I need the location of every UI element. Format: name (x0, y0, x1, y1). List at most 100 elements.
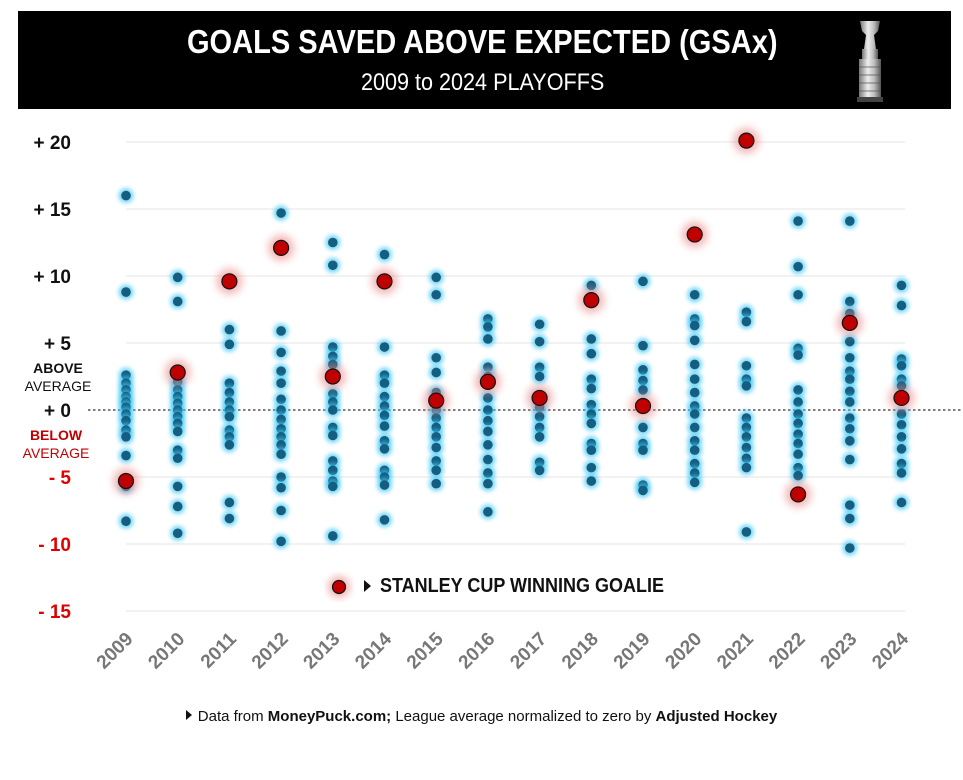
goalie-point (377, 512, 392, 528)
goalie-point (635, 362, 651, 378)
winner-point (216, 268, 243, 295)
x-tick-label: 2017 (506, 629, 551, 674)
winner-point (836, 309, 863, 336)
goalie-point (842, 383, 858, 399)
goalie-point (273, 469, 289, 485)
legend-label: STANLEY CUP WINNING GOALIE (380, 575, 665, 597)
goalie-point (583, 381, 599, 397)
goalie-point (583, 442, 599, 458)
goalie-point (428, 364, 444, 380)
goalie-point (687, 442, 703, 458)
legend-marker-icon (328, 576, 350, 598)
goalie-point (273, 205, 289, 221)
goalie-point (428, 440, 444, 456)
winner-point (630, 392, 656, 419)
goalie-point (894, 277, 909, 293)
below-label-line2: AVERAGE (22, 445, 90, 461)
goalie-point (377, 477, 392, 493)
goalie-point (842, 540, 858, 556)
x-tick-label: 2020 (661, 629, 706, 674)
x-tick-label: 2018 (558, 629, 603, 674)
goalie-point (480, 437, 496, 453)
goalie-point (273, 344, 289, 360)
goalie-point (687, 406, 703, 422)
goalie-point (790, 347, 806, 363)
goalie-point (325, 528, 341, 544)
goalie-point (790, 446, 806, 462)
goalie-point (583, 415, 599, 431)
goalie-point (170, 423, 186, 439)
goalie-point (687, 318, 703, 334)
goalie-point (221, 494, 237, 510)
y-tick-label: - 15 (38, 602, 71, 623)
goalie-point (428, 476, 444, 492)
y-tick-label: - 5 (49, 468, 72, 489)
goalie-point (842, 410, 858, 426)
goalie-point (377, 407, 392, 423)
y-tick-label: + 15 (33, 200, 71, 221)
goalie-point (170, 525, 186, 541)
goalie-point (118, 284, 134, 300)
footer-source: MoneyPuck.com; (267, 708, 392, 725)
y-tick-label: + 5 (44, 334, 71, 355)
winner-points (113, 127, 915, 508)
stanley-cup-trophy-icon (857, 21, 883, 102)
goalie-point (738, 460, 754, 476)
goalie-point (583, 331, 599, 347)
above-label-line1: ABOVE (33, 360, 83, 376)
below-average-label: BELOW AVERAGE (16, 426, 96, 462)
footer-prefix: Data from (197, 708, 268, 725)
goalie-point (790, 436, 806, 451)
goalie-point (170, 478, 186, 494)
goalie-point (428, 269, 444, 285)
goalie-point (635, 442, 651, 458)
goalie-point (325, 462, 341, 478)
goalie-point (377, 247, 392, 263)
winner-point (371, 268, 398, 295)
goalie-point (842, 421, 858, 437)
title-banner: GOALS SAVED ABOVE EXPECTED (GSAx) 2009 t… (18, 11, 951, 109)
winner-point (474, 368, 501, 395)
goalie-point (428, 287, 444, 303)
chart-title: GOALS SAVED ABOVE EXPECTED (GSAx) (186, 23, 778, 60)
winner-point (423, 387, 450, 414)
goalie-point (842, 334, 858, 350)
goalie-point (687, 356, 703, 372)
x-tick-label: 2016 (455, 629, 500, 674)
goalie-point (738, 429, 754, 445)
goalie-point (273, 446, 289, 462)
goalie-point (687, 287, 703, 303)
goalie-point (170, 450, 186, 466)
goalie-point (894, 358, 909, 374)
goalie-point (635, 338, 651, 354)
goalie-point (635, 419, 651, 435)
goalie-point (532, 334, 548, 350)
above-average-label: ABOVE AVERAGE (18, 359, 98, 395)
goalie-point (842, 452, 858, 468)
y-tick-label: + 10 (33, 267, 71, 288)
goalie-point (842, 371, 858, 387)
goalie-point (221, 511, 237, 527)
goalie-point (118, 513, 134, 529)
winner-point (164, 359, 191, 386)
goalie-point (377, 339, 392, 355)
goalie-point (428, 462, 444, 478)
goalie-point (842, 433, 858, 449)
y-axis-ticks: + 20 + 15 + 10 + 5 + 0 - 5 - 10 - 15 (33, 133, 71, 623)
goalie-point (894, 465, 909, 481)
goalie-point (790, 287, 806, 303)
goalie-point (842, 293, 858, 309)
goalie-point (273, 323, 289, 339)
goalie-point (635, 273, 651, 289)
goalie-point (221, 336, 237, 352)
goalie-point (790, 213, 806, 229)
x-tick-label: 2019 (610, 629, 655, 674)
goalie-point (480, 423, 496, 439)
x-tick-label: 2015 (403, 628, 448, 673)
goalie-point (687, 474, 703, 490)
x-tick-label: 2010 (144, 629, 189, 674)
winner-point (526, 384, 553, 411)
goalie-point (894, 297, 909, 313)
below-label-line1: BELOW (29, 427, 83, 443)
goalie-point (738, 440, 754, 456)
